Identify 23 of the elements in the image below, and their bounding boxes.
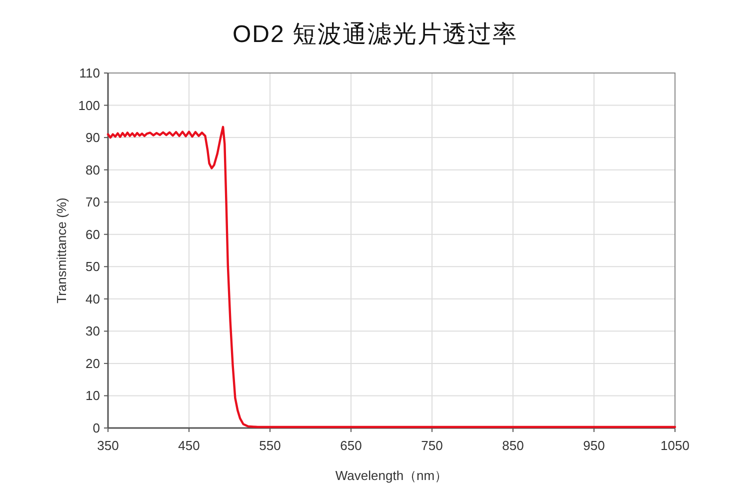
x-tick-label: 650 — [340, 438, 362, 453]
y-tick-label: 90 — [86, 130, 100, 146]
x-tick-label: 950 — [583, 438, 605, 453]
x-tick-label: 850 — [502, 438, 524, 453]
x-tick-label: 550 — [259, 438, 281, 453]
y-tick-label: 20 — [86, 356, 100, 371]
y-tick-label: 10 — [86, 388, 100, 404]
y-tick-label: 80 — [86, 162, 100, 178]
y-tick-label: 50 — [86, 259, 100, 274]
x-tick-label: 350 — [97, 438, 119, 453]
x-tick-label: 750 — [421, 438, 443, 453]
y-axis-title: Transmittance (%) — [54, 198, 69, 304]
y-tick-label: 30 — [86, 324, 100, 339]
x-tick-label: 1050 — [660, 438, 690, 453]
chart-title: OD2 短波通滤光片透过率 — [232, 21, 518, 48]
x-tick-label: 450 — [178, 438, 200, 453]
y-tick-label: 100 — [78, 98, 100, 113]
y-tick-label: 110 — [79, 66, 100, 80]
y-tick-label: 0 — [92, 420, 100, 436]
x-axis-title: Wavelength（nm） — [335, 468, 448, 483]
y-tick-label: 70 — [86, 194, 100, 210]
y-tick-label: 40 — [86, 291, 100, 306]
y-tick-label: 60 — [86, 226, 100, 242]
